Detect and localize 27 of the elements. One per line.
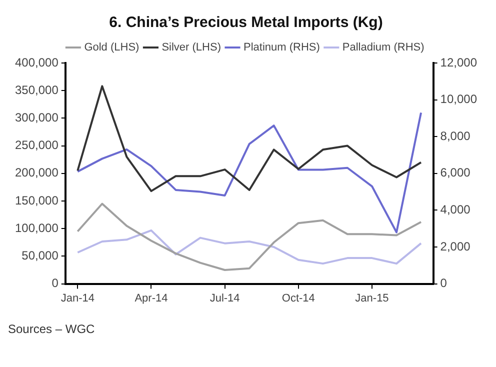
x-tick-label: Jul-14 (210, 292, 240, 304)
y-tick-label: 400,000 (14, 55, 59, 70)
legend-label: Gold (LHS) (84, 42, 140, 54)
y2-tick-label: 12,000 (440, 55, 478, 70)
x-tick-label: Apr-14 (134, 292, 168, 304)
legend-label: Platinum (RHS) (243, 42, 320, 54)
y2-tick-label: 10,000 (440, 92, 478, 106)
legend-label: Silver (LHS) (162, 42, 222, 54)
x-tick-label: Jan-15 (355, 292, 389, 304)
y-tick-label: 300,000 (14, 110, 59, 125)
legend-label: Palladium (RHS) (342, 42, 424, 54)
y2-tick-label: 8,000 (440, 128, 471, 143)
y2-tick-label: 0 (440, 276, 448, 290)
y-tick-label: 150,000 (14, 193, 59, 208)
chart-title: 6. China’s Precious Metal Imports (Kg) (109, 14, 383, 32)
y-tick-label: 350,000 (14, 82, 59, 97)
x-tick-label: Jan-14 (60, 292, 94, 304)
y-tick-label: 200,000 (14, 166, 59, 180)
y2-tick-label: 4,000 (440, 202, 471, 217)
y-tick-label: 0 (52, 276, 59, 290)
y-tick-label: 100,000 (14, 220, 59, 235)
source-note: Sources – WGC (8, 322, 96, 336)
y-tick-label: 50,000 (22, 248, 59, 263)
x-tick-label: Oct-14 (282, 292, 315, 304)
y2-tick-label: 6,000 (440, 166, 471, 180)
y-tick-label: 250,000 (14, 138, 59, 152)
y2-tick-label: 2,000 (440, 239, 471, 254)
